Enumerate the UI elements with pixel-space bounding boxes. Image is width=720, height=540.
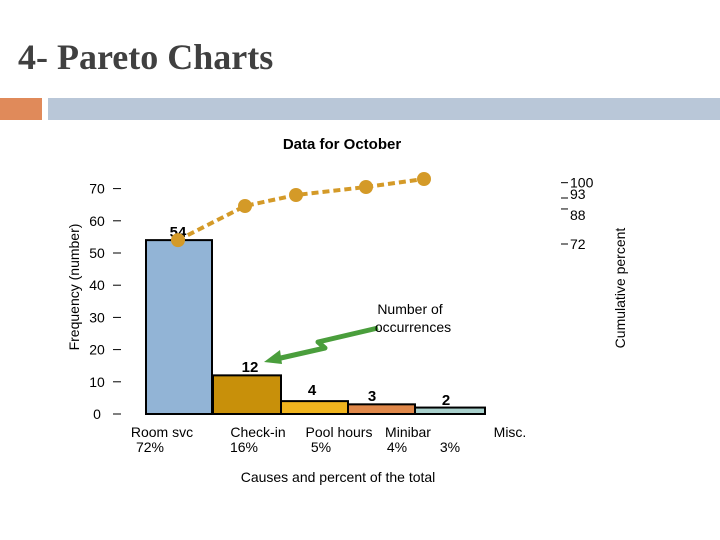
bar-value-label: 3 [368,388,376,405]
y-tick-label: 20 [89,342,105,358]
y-tick-label: 10 [89,374,105,390]
y2-tick-label: 100 [570,175,594,191]
bar-pool-hours [280,400,349,415]
y-tick-label: 50 [89,245,105,261]
accent-bar [48,98,720,120]
accent-square [0,98,42,120]
y2-tick-label: 72 [570,236,586,252]
category-label: Pool hours [306,424,373,440]
y-tick-label: 70 [89,181,105,197]
bar-room-svc [145,239,213,415]
cumulative-point [359,180,373,194]
percent-label: 3% [440,439,460,455]
y2-tick-label: 88 [570,207,586,223]
category-label: Misc. [494,424,527,440]
category-label: Room svc [131,424,193,440]
bar-value-label: 4 [308,382,317,399]
cumulative-line [177,177,425,242]
cumulative-point [171,233,185,248]
annotation-arrow [271,325,379,363]
slide-title: 4- Pareto Charts [18,37,274,77]
y-tick-label: 40 [89,277,105,293]
percent-label: 72% [136,439,164,455]
percent-label: 4% [387,439,407,455]
y-tick-label: 60 [89,213,105,229]
category-label: Check-in [230,424,285,440]
cumulative-point [289,188,303,202]
annotation-text-line2: occurrences [375,319,451,335]
percent-label: 16% [230,439,258,455]
y-tick-label: 0 [93,406,101,422]
bar-misc [414,406,486,415]
y-tick-label: 30 [89,309,105,325]
y2-tick-label: 93 [570,186,586,202]
percent-label: 5% [311,439,331,455]
annotation-text-line1: Number of [377,301,442,317]
annotation-arrowhead [264,350,282,364]
y2-axis-label: Cumulative percent [612,228,628,349]
cumulative-point [238,199,252,213]
x-axis-label: Causes and percent of the total [241,469,436,485]
bar-value-label: 2 [442,392,450,409]
bar-value-label: 12 [242,359,259,376]
y-axis-label: Frequency (number) [66,224,82,351]
bar-minibar [347,403,416,415]
bar-check-in [212,374,282,415]
category-label: Minibar [385,424,431,440]
chart-title: Data for October [283,136,402,153]
cumulative-point [417,172,431,186]
